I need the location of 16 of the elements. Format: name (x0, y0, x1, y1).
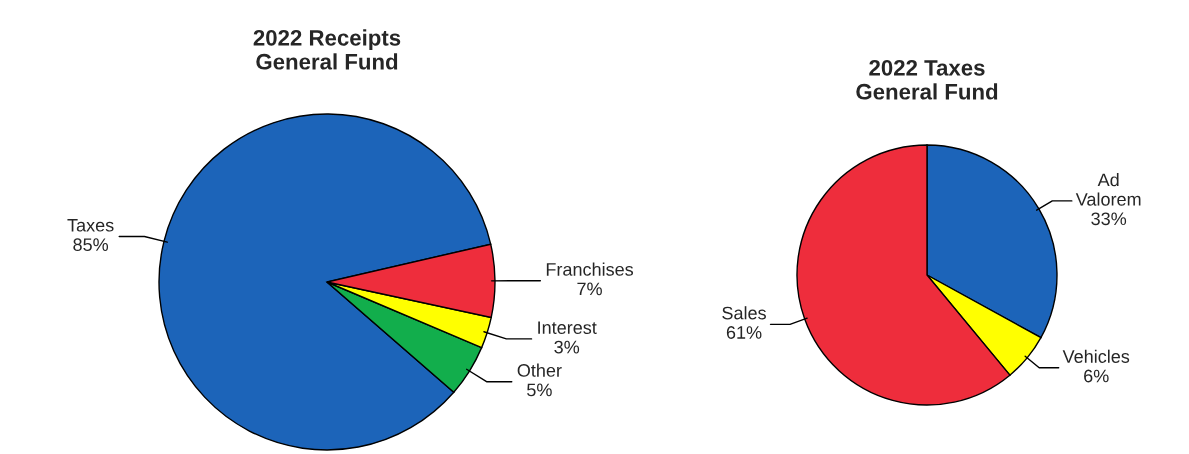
slice-label: Vehicles (1062, 349, 1130, 363)
chart-title: 2022 Receipts General Fund (253, 29, 401, 70)
slice-label: Sales (722, 306, 766, 320)
data-label: 33% (1091, 212, 1127, 226)
slice-label: Ad Valorem (1075, 173, 1141, 206)
slice-label: Franchises (546, 262, 634, 276)
slice-label: Taxes (67, 219, 114, 232)
chart-title: 2022 Taxes General Fund (856, 59, 998, 100)
data-label: 85% (73, 238, 109, 252)
slice-label: Other (517, 363, 562, 377)
slice-label: Interest (538, 321, 597, 335)
data-label: 6% (1084, 369, 1109, 383)
data-label: 61% (726, 326, 762, 339)
data-label: 3% (554, 340, 580, 354)
data-label: 7% (577, 282, 602, 296)
data-label: 5% (527, 383, 552, 397)
